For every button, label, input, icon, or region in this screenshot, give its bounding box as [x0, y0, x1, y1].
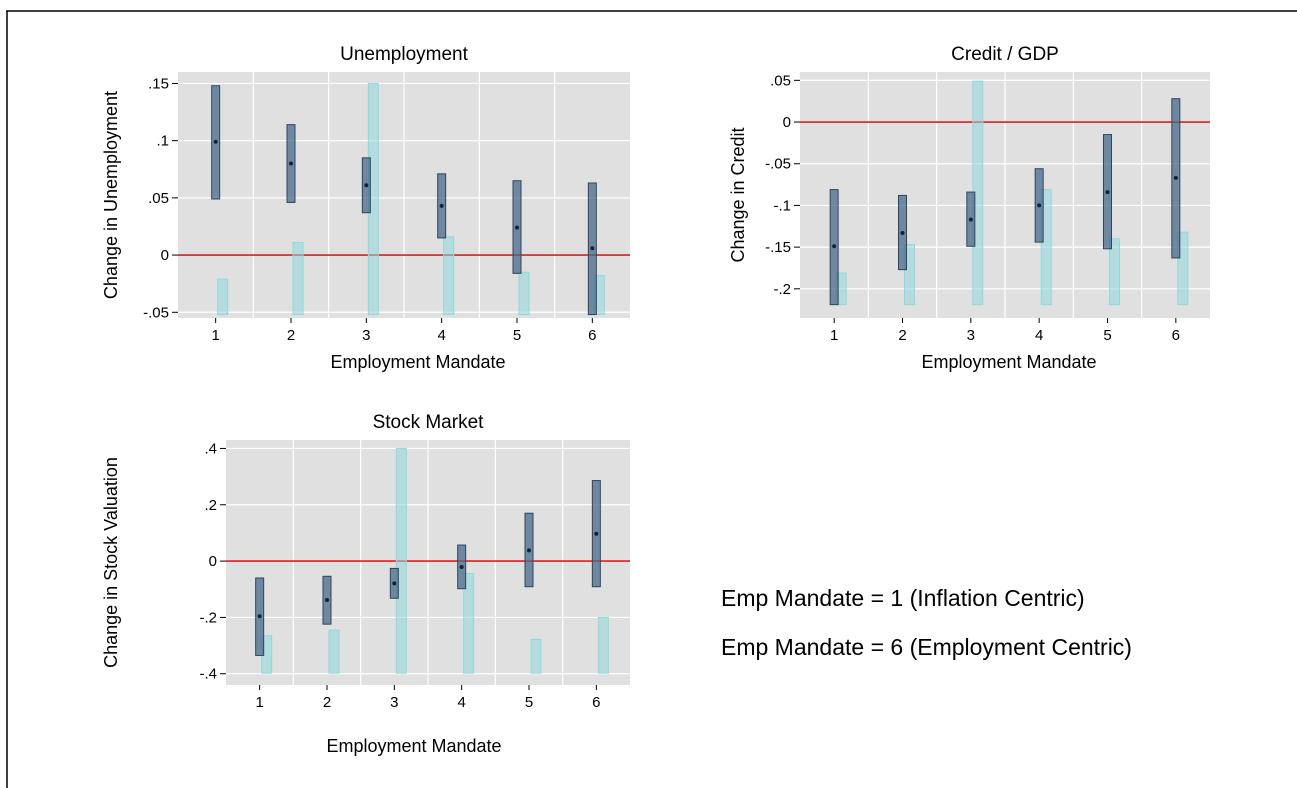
unemployment-range-bar-light-5: [518, 271, 530, 316]
stock-market-xlabel: Employment Mandate: [326, 736, 501, 756]
unemployment-title: Unemployment: [340, 44, 468, 65]
credit-gdp-point-estimate-3: [968, 217, 973, 222]
stock-market-ytick-label-2: 0: [209, 553, 217, 570]
credit-gdp-point-estimate-6: [1173, 175, 1178, 180]
credit-gdp-ytick-label-2: -.1: [773, 197, 791, 214]
unemployment-xtick-label-1: 1: [211, 327, 219, 344]
credit-gdp-range-bar-light-6: [1177, 231, 1189, 306]
unemployment-point-estimate-5: [515, 225, 519, 230]
unemployment-point-estimate-3: [364, 183, 369, 188]
stock-market-xtick-label-5: 5: [525, 694, 533, 711]
stock-market-point-estimate-2: [325, 597, 329, 602]
unemployment-xtick-label-2: 2: [287, 327, 295, 344]
stock-market-ytick-label-1: -.2: [199, 609, 217, 626]
credit-gdp-title: Credit / GDP: [951, 44, 1059, 65]
legend-note-inflation-centric: Emp Mandate = 1 (Inflation Centric): [721, 585, 1085, 611]
stock-market-xtick-label-2: 2: [323, 694, 331, 711]
credit-gdp-point-estimate-2: [900, 230, 905, 235]
credit-gdp-xlabel: Employment Mandate: [921, 352, 1096, 372]
unemployment-ylabel: Change in Unemployment: [101, 91, 121, 299]
credit-gdp-ytick-label-0: -.2: [773, 281, 791, 298]
unemployment-ytick-label-1: 0: [161, 247, 169, 264]
unemployment-ytick-label-3: .1: [156, 133, 169, 150]
stock-market-ylabel: Change in Stock Valuation: [101, 457, 121, 668]
unemployment-range-bar-light-1: [217, 278, 229, 316]
unemployment-range-bar-light-4: [443, 236, 455, 316]
unemployment-point-estimate-4: [439, 203, 444, 208]
credit-gdp-range-bar-light-2: [904, 244, 915, 306]
credit-gdp-xtick-label-4: 4: [1035, 327, 1043, 344]
credit-gdp-range-bar-light-4: [1040, 189, 1052, 306]
unemployment-point-estimate-1: [213, 139, 218, 144]
stock-market-point-estimate-3: [392, 581, 397, 586]
credit-gdp-ytick-label-1: -.15: [765, 239, 791, 256]
stock-market-range-bar-light-5: [530, 638, 542, 674]
unemployment-ytick-label-0: -.05: [143, 304, 169, 321]
stock-market-point-estimate-5: [527, 548, 531, 553]
credit-gdp-ylabel: Change in Credit: [728, 127, 748, 262]
unemployment-range-bar-light-2: [292, 241, 304, 316]
stock-market-range-bar-light-4: [463, 572, 475, 674]
credit-gdp-point-estimate-5: [1105, 190, 1110, 195]
stock-market-point-estimate-4: [459, 565, 464, 570]
unemployment-xtick-label-6: 6: [588, 327, 596, 344]
unemployment-xtick-label-5: 5: [513, 327, 521, 344]
credit-gdp-xtick-label-2: 2: [898, 327, 906, 344]
stock-market-range-bar-light-3: [395, 447, 407, 674]
credit-gdp-xtick-label-5: 5: [1103, 327, 1111, 344]
credit-gdp-range-bar-light-5: [1109, 238, 1120, 306]
unemployment-xtick-label-4: 4: [437, 327, 445, 344]
stock-market-xtick-label-1: 1: [255, 694, 263, 711]
stock-market-range-bar-light-2: [328, 629, 340, 674]
unemployment-ytick-label-4: .15: [148, 75, 169, 92]
credit-gdp-point-estimate-4: [1037, 203, 1042, 208]
unemployment-point-estimate-6: [590, 246, 595, 251]
stock-market-point-estimate-6: [594, 531, 599, 536]
stock-market-ytick-label-3: .2: [204, 497, 217, 514]
unemployment-point-estimate-2: [289, 161, 293, 166]
credit-gdp-xtick-label-6: 6: [1172, 327, 1180, 344]
credit-gdp-ytick-label-5: .05: [770, 72, 791, 89]
credit-gdp-xtick-label-1: 1: [830, 327, 838, 344]
unemployment-ytick-label-2: .05: [148, 190, 169, 207]
stock-market-range-bar-light-6: [597, 616, 609, 674]
credit-gdp-xtick-label-3: 3: [967, 327, 975, 344]
stock-market-xtick-label-6: 6: [592, 694, 600, 711]
stock-market-ytick-label-0: -.4: [199, 666, 217, 683]
credit-gdp-ytick-label-3: -.05: [765, 156, 791, 173]
unemployment-xlabel: Employment Mandate: [330, 352, 505, 372]
stock-market-xtick-label-4: 4: [457, 694, 465, 711]
unemployment-xtick-label-3: 3: [362, 327, 370, 344]
credit-gdp-point-estimate-1: [832, 244, 837, 249]
stock-market-ytick-label-4: .4: [204, 440, 217, 457]
legend-note-employment-centric: Emp Mandate = 6 (Employment Centric): [721, 634, 1132, 660]
stock-market-title: Stock Market: [373, 412, 485, 433]
stock-market-xtick-label-3: 3: [390, 694, 398, 711]
stock-market-point-estimate-1: [257, 614, 262, 619]
credit-gdp-ytick-label-4: 0: [783, 114, 791, 131]
